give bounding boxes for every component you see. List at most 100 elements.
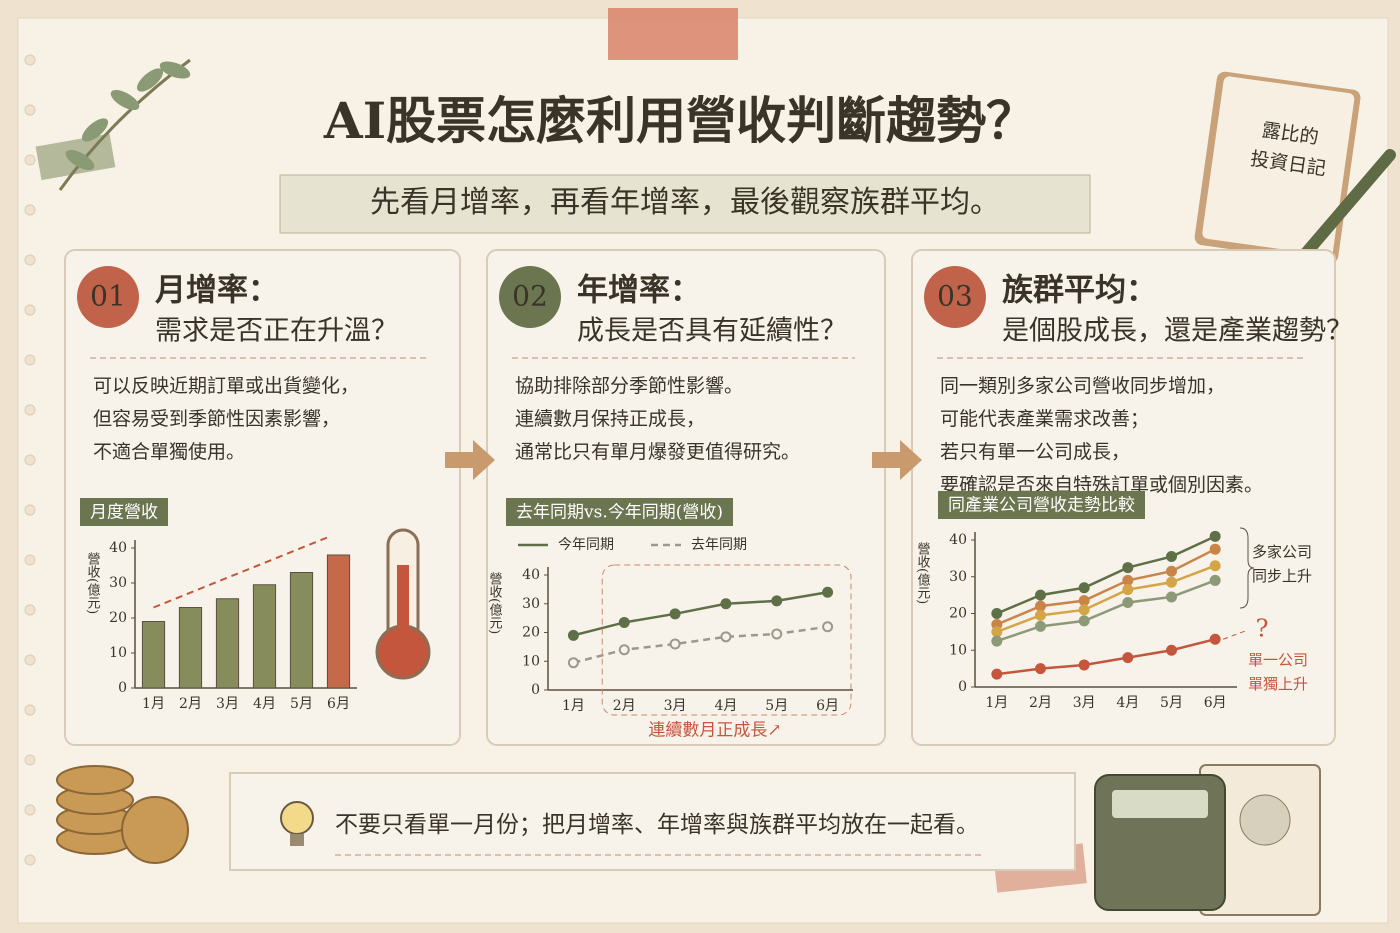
y-tick-label: 40 xyxy=(109,540,127,556)
number-badge xyxy=(499,266,561,328)
annotation: ? xyxy=(1256,615,1269,643)
series-point xyxy=(771,595,783,607)
y-tick-label: 30 xyxy=(522,596,540,612)
y-axis-label: 營收(億元) xyxy=(85,552,101,614)
series-line xyxy=(996,548,1216,626)
series-line xyxy=(996,564,1216,634)
panel-body: 可能代表產業需求改善； xyxy=(940,408,1149,430)
y-axis-label: 營收(億元) xyxy=(915,542,931,604)
panel-question: 需求是否正在升溫？ xyxy=(155,316,398,347)
washi-tape xyxy=(608,8,738,60)
series-point xyxy=(618,644,630,656)
panel-body: 要確認是否來自特殊訂單或個別因素。 xyxy=(940,474,1263,496)
series-line xyxy=(996,579,1216,643)
panel-body: 協助排除部分季節性影響。 xyxy=(515,375,743,397)
y-axis-label: 營收(億元) xyxy=(487,572,503,634)
panel-body: 可以反映近期訂單或出貨變化， xyxy=(93,375,359,397)
series-point xyxy=(991,608,1003,619)
x-tick-label: 2月 xyxy=(1029,695,1052,711)
y-tick-label: 0 xyxy=(531,682,540,698)
panel-number: 01 xyxy=(90,280,126,313)
series-point xyxy=(1122,596,1134,608)
panel-heading: 年增率： xyxy=(577,273,701,309)
series-line xyxy=(996,638,1216,676)
x-tick-label: 1月 xyxy=(142,696,165,712)
number-badge xyxy=(77,266,139,328)
chart-title: 月度營收 xyxy=(90,503,158,523)
x-tick-label: 1月 xyxy=(985,695,1008,711)
panel-number: 03 xyxy=(937,280,973,313)
x-tick-label: 6月 xyxy=(1204,695,1227,711)
title: AI股票怎麼利用營收判斷趨勢？ xyxy=(323,91,1036,150)
x-tick-label: 3月 xyxy=(216,696,239,712)
series-point xyxy=(1122,652,1134,664)
bar xyxy=(326,554,351,689)
y-tick-label: 0 xyxy=(118,680,127,696)
chart-title-bg xyxy=(506,498,733,526)
flow-arrows xyxy=(445,440,922,480)
y-tick-label: 30 xyxy=(949,569,967,585)
y-tick-label: 10 xyxy=(109,645,127,661)
panel-body: 同一類別多家公司營收同步增加， xyxy=(940,375,1225,397)
series-point xyxy=(1166,551,1177,563)
annotation: 連續數月正成長↗ xyxy=(648,721,781,741)
trend-arrow xyxy=(153,536,329,609)
series-point xyxy=(1035,663,1046,675)
x-tick-label: 6月 xyxy=(327,696,350,712)
panel-body: 不適合單獨使用。 xyxy=(93,441,245,463)
footer-box xyxy=(229,772,1076,871)
x-tick-label: 2月 xyxy=(179,696,202,712)
panel-question: 成長是否具有延續性？ xyxy=(577,316,847,347)
annotation: 單獨上升 xyxy=(1248,675,1308,693)
series-point xyxy=(567,629,579,641)
chart-title-bg xyxy=(938,491,1145,519)
bar xyxy=(252,584,277,689)
bar xyxy=(215,598,240,689)
x-tick-label: 4月 xyxy=(714,698,737,714)
x-tick-label: 3月 xyxy=(664,698,687,714)
series-point xyxy=(1035,609,1046,621)
series-point xyxy=(1166,591,1177,603)
series-line xyxy=(996,535,1216,615)
y-tick-label: 20 xyxy=(949,606,967,622)
x-tick-label: 5月 xyxy=(290,696,313,712)
annotation: 單一公司 xyxy=(1248,651,1308,669)
panel-body: 通常比只有單月爆發更值得研究。 xyxy=(515,441,800,463)
bar xyxy=(289,572,314,689)
y-tick-label: 20 xyxy=(109,610,127,626)
y-tick-label: 30 xyxy=(109,575,127,591)
chart-title: 去年同期vs.今年同期(營收) xyxy=(516,503,723,523)
brace xyxy=(1239,527,1255,609)
x-tick-label: 5月 xyxy=(765,698,788,714)
x-tick-label: 1月 xyxy=(562,698,585,714)
y-tick-label: 0 xyxy=(958,679,967,695)
series-point xyxy=(991,668,1003,680)
legend-label: 今年同期 xyxy=(558,537,614,553)
series-point xyxy=(1122,562,1134,574)
panel-number: 02 xyxy=(512,280,548,313)
series-point xyxy=(1209,560,1221,572)
x-tick-label: 2月 xyxy=(613,698,636,714)
y-tick-label: 20 xyxy=(522,625,540,641)
series-point xyxy=(567,657,579,669)
panel-question: 是個股成長，還是產業趨勢？ xyxy=(1002,316,1353,347)
panel-heading: 族群平均： xyxy=(1002,273,1157,309)
series-point xyxy=(1078,604,1090,616)
panel-heading: 月增率： xyxy=(155,273,279,309)
y-tick-label: 40 xyxy=(522,567,540,583)
spiral-holes xyxy=(24,54,36,866)
series-point xyxy=(1122,574,1134,586)
chart-title: 同產業公司營收走勢比較 xyxy=(948,496,1135,516)
series-point xyxy=(1209,574,1221,586)
y-tick-label: 10 xyxy=(949,642,967,658)
thermometer xyxy=(375,528,431,680)
series-point xyxy=(1078,595,1090,607)
series-point xyxy=(991,626,1003,638)
journal: 露比的 投資日記 xyxy=(1194,71,1396,266)
series-point xyxy=(1035,600,1046,612)
series-point xyxy=(1166,644,1177,656)
lightbulb xyxy=(280,801,314,846)
series-point xyxy=(669,638,681,650)
subtitle: 先看月增率，再看年增率，最後觀察族群平均。 xyxy=(370,185,1000,220)
footer-text: 不要只看單一月份；把月增率、年增率與族群平均放在一起看。 xyxy=(335,812,979,838)
